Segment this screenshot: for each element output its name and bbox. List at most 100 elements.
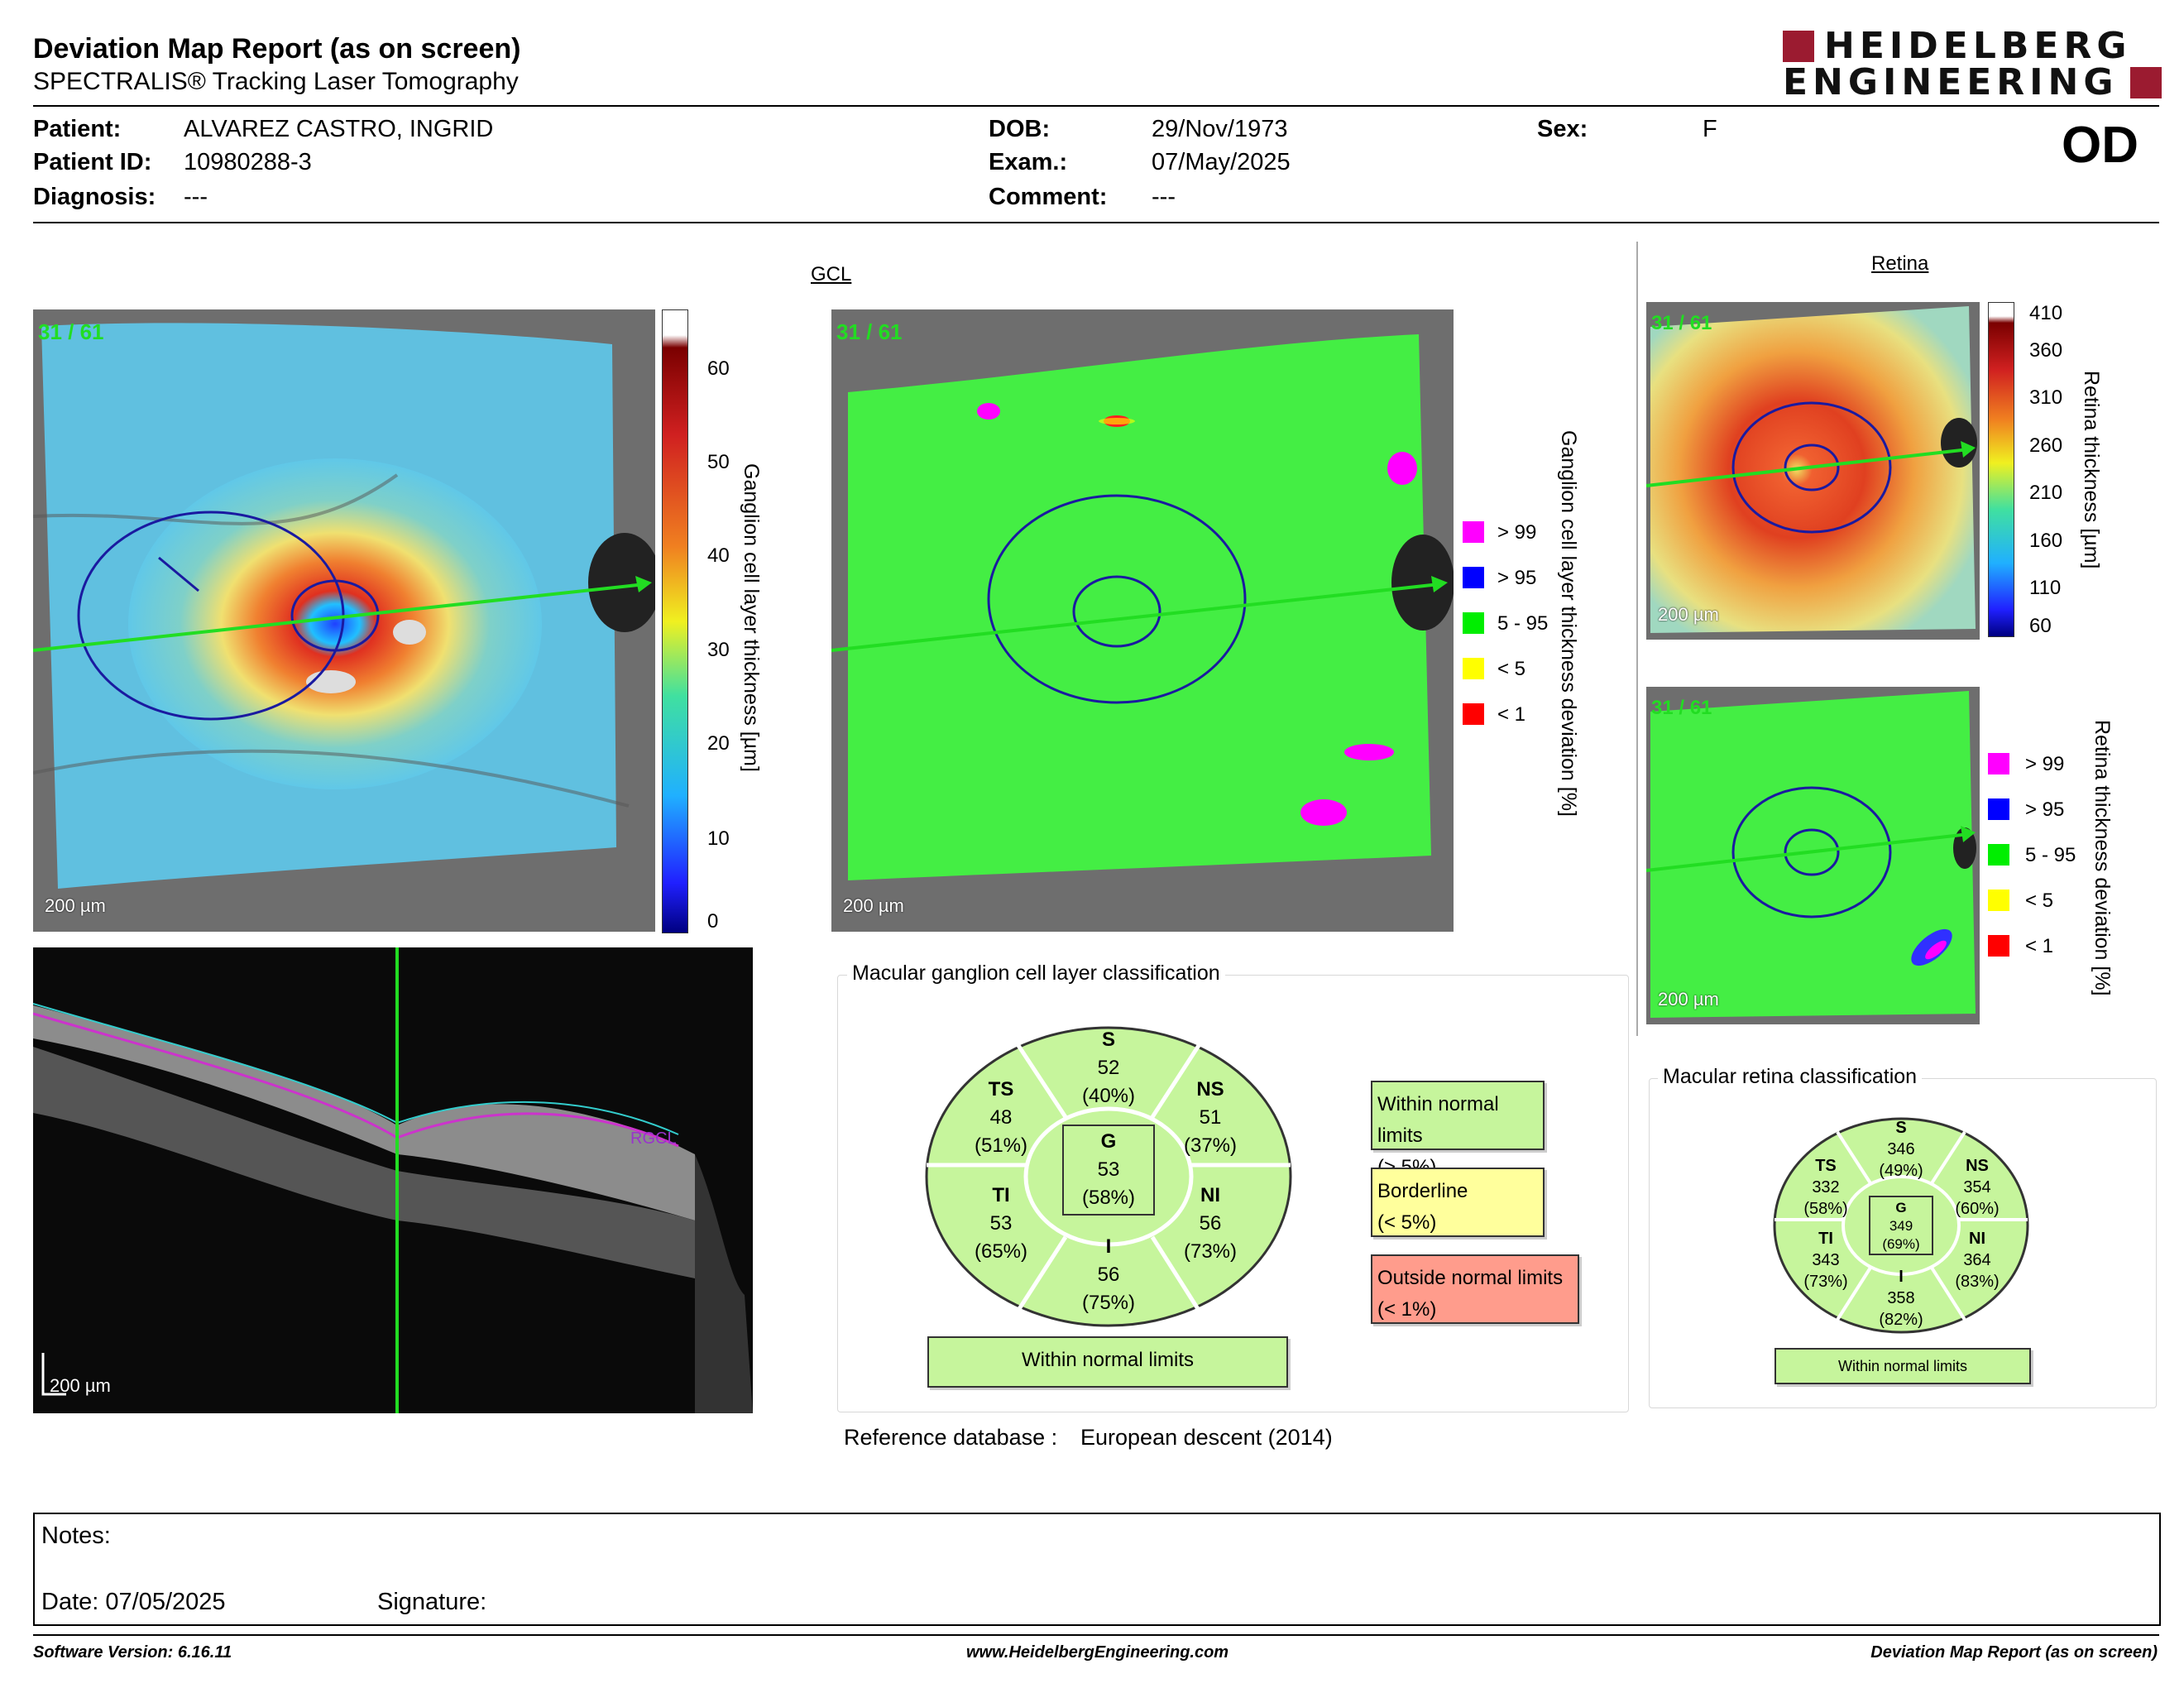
- gcl-sector-ts: TS 48 (51%): [974, 1078, 1028, 1157]
- gcl-tick: 50: [707, 451, 730, 473]
- footer-report-name: Deviation Map Report (as on screen): [1870, 1643, 2158, 1662]
- date-label: Date: 07/05/2025: [41, 1589, 226, 1615]
- legend-label: > 99: [1497, 521, 1537, 544]
- retina-section-title: Retina: [1871, 252, 1929, 275]
- gcl-sector-g: G 53 (58%): [1081, 1130, 1136, 1209]
- sex-value: F: [1703, 116, 1717, 142]
- patient-name: ALVAREZ CASTRO, INGRID: [184, 116, 494, 142]
- gcl-tick: 30: [707, 639, 730, 661]
- comment-label: Comment:: [989, 184, 1108, 210]
- legend-swatch-gt99: [1463, 521, 1484, 543]
- logo-square-icon: [1783, 31, 1814, 62]
- retina-legend-swatch-lt5: [1988, 890, 2009, 911]
- reference-db-label: Reference database :: [844, 1425, 1058, 1450]
- diagnosis-label: Diagnosis:: [33, 184, 156, 210]
- retina-tick: 110: [2029, 577, 2062, 599]
- gcl-frame-counter: 31 / 61: [38, 319, 104, 344]
- gcl-tick: 10: [707, 827, 730, 850]
- retina-tick: 160: [2029, 530, 2063, 552]
- section-separator: [1636, 242, 1638, 1036]
- gcl-dev-frame-counter: 31 / 61: [836, 319, 903, 344]
- retina-tick: 210: [2029, 482, 2063, 504]
- retina-legend-swatch-5-95: [1988, 844, 2009, 866]
- gcl-scale-label: 200 µm: [45, 895, 106, 916]
- retina-tick: 60: [2029, 615, 2052, 637]
- retina-tick: 360: [2029, 339, 2063, 362]
- legend-swatch-lt1: [1463, 703, 1484, 725]
- company-logo-line1: HEIDELBERG: [1783, 28, 2163, 65]
- legend-label: < 5: [1497, 658, 1526, 680]
- key-within-normal: Within normal limits(> 5%): [1371, 1081, 1545, 1178]
- gcl-tick: 0: [707, 910, 719, 933]
- software-version: Software Version: 6.16.11: [33, 1643, 232, 1662]
- signature-label: Signature:: [377, 1589, 487, 1615]
- exam-label: Exam.:: [989, 149, 1068, 175]
- retina-sector-ni: NI 364 (83%): [1955, 1230, 2000, 1291]
- retina-sector-g: G 349 (69%): [1882, 1200, 1920, 1252]
- retina-sector-i: I 358 (82%): [1879, 1268, 1923, 1329]
- gcl-section-title: GCL: [811, 263, 852, 285]
- retina-legend-swatch-gt99: [1988, 753, 2009, 774]
- company-website[interactable]: www.HeidelbergEngineering.com: [966, 1643, 1229, 1662]
- eye-label: OD: [2062, 117, 2138, 174]
- dob-label: DOB:: [989, 116, 1051, 142]
- footer-divider: [33, 1634, 2159, 1636]
- retina-frame-counter: 31 / 61: [1651, 312, 1712, 334]
- gcl-sector-ns: NS 51 (37%): [1183, 1078, 1238, 1157]
- retina-legend-label: > 99: [2025, 753, 2065, 775]
- retina-thickness-map[interactable]: 31 / 61 200 µm: [1646, 302, 1980, 640]
- retina-deviation-map[interactable]: 31 / 61 200 µm: [1646, 687, 1980, 1024]
- gcl-sector-ti: TI 53 (65%): [974, 1184, 1028, 1263]
- key-outside-normal: Outside normal limits (< 1%): [1371, 1254, 1579, 1324]
- header-divider: [33, 105, 2159, 107]
- retina-scale-label: 200 µm: [1658, 604, 1719, 625]
- legend-label: 5 - 95: [1497, 612, 1549, 635]
- legend-label: > 95: [1497, 567, 1537, 589]
- retina-thickness-colorbar: [1988, 302, 2014, 637]
- retina-dev-scale-label: 200 µm: [1658, 989, 1719, 1009]
- retina-sector-ns: NS 354 (60%): [1955, 1157, 2000, 1218]
- comment-value: ---: [1152, 184, 1176, 210]
- oct-bscan[interactable]: RGCL 200 µm: [33, 947, 753, 1413]
- retina-legend-swatch-gt95: [1988, 798, 2009, 820]
- logo-square-icon: [2130, 67, 2162, 98]
- legend-swatch-5-95: [1463, 612, 1484, 634]
- patient-label: Patient:: [33, 116, 122, 142]
- dob-value: 29/Nov/1973: [1152, 116, 1288, 142]
- retina-legend-label: < 1: [2025, 935, 2054, 957]
- retina-sector-ti: TI 343 (73%): [1803, 1230, 1848, 1291]
- retina-legend-label: 5 - 95: [2025, 844, 2076, 866]
- gcl-result-box: Within normal limits: [927, 1336, 1288, 1388]
- gcl-classification-title: Macular ganglion cell layer classificati…: [847, 961, 1225, 985]
- report-title: Deviation Map Report (as on screen): [33, 33, 521, 65]
- retina-legend-label: < 5: [2025, 890, 2054, 912]
- retina-sector-chart: [1773, 1117, 2029, 1334]
- retina-deviation-axis-label: Retina thickness deviation [%]: [2091, 720, 2114, 996]
- key-borderline: Borderline (< 5%): [1371, 1168, 1545, 1237]
- retina-tick: 260: [2029, 434, 2063, 457]
- gcl-dev-scale-label: 200 µm: [843, 895, 904, 916]
- patient-divider: [33, 222, 2159, 223]
- gcl-deviation-map[interactable]: 31 / 61 200 µm: [831, 309, 1454, 932]
- bscan-scale-label: 200 µm: [50, 1375, 111, 1396]
- patient-id: 10980288-3: [184, 149, 312, 175]
- notes-label: Notes:: [41, 1523, 111, 1549]
- gcl-classification-group: [837, 975, 1629, 1412]
- retina-result-box: Within normal limits: [1774, 1348, 2031, 1384]
- exam-value: 07/May/2025: [1152, 149, 1291, 175]
- retina-legend-label: > 95: [2025, 798, 2065, 821]
- legend-swatch-gt95: [1463, 567, 1484, 588]
- retina-sector-s: S 346 (49%): [1879, 1119, 1923, 1180]
- gcl-sector-ni: NI 56 (73%): [1183, 1184, 1238, 1263]
- gcl-deviation-axis-label: Ganglion cell layer thickness deviation …: [1557, 430, 1580, 817]
- retina-thickness-axis-label: Retina thickness [µm]: [2080, 371, 2103, 569]
- report-subtitle: SPECTRALIS® Tracking Laser Tomography: [33, 68, 519, 95]
- notes-box[interactable]: Notes: Date: 07/05/2025 Signature:: [33, 1513, 2161, 1626]
- gcl-sector-i: I 56 (75%): [1081, 1235, 1136, 1314]
- gcl-tick: 40: [707, 544, 730, 567]
- company-logo-line2: ENGINEERING: [1783, 65, 2163, 101]
- retina-tick: 410: [2029, 302, 2063, 324]
- reference-db-value: European descent (2014): [1080, 1425, 1333, 1450]
- gcl-tick: 20: [707, 732, 730, 755]
- gcl-thickness-map[interactable]: 31 / 61 200 µm: [33, 309, 655, 932]
